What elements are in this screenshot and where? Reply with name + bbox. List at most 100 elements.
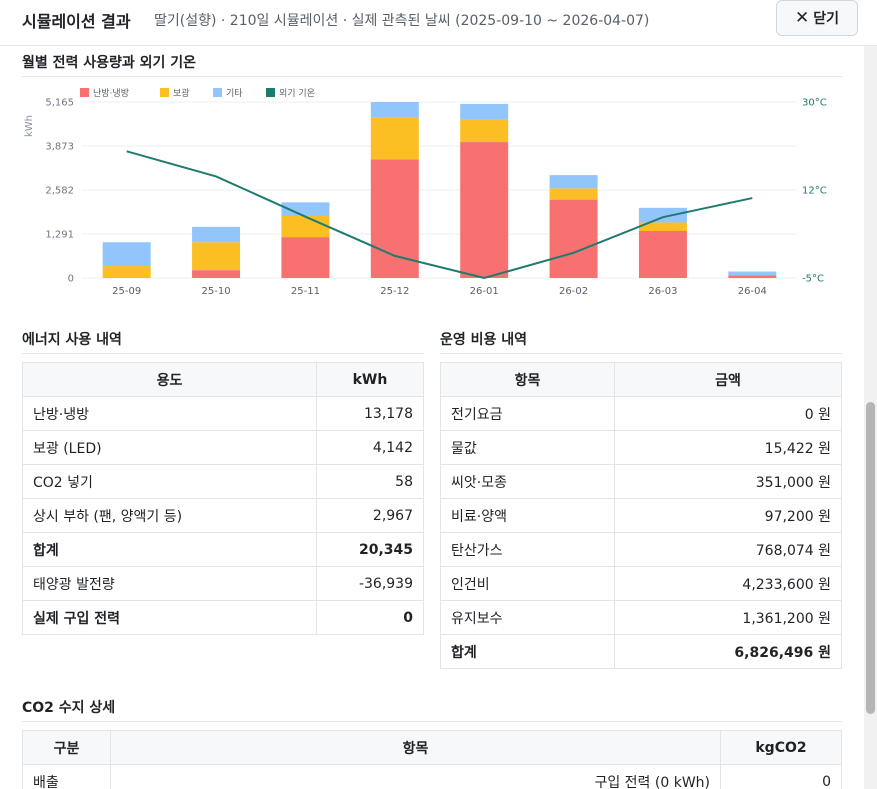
y2-tick-label: 30°C	[802, 98, 827, 109]
energy-row-value: -36,939	[316, 566, 424, 601]
x-tick-label: 26-03	[648, 286, 677, 297]
energy-total-row: 합계 20,345	[22, 532, 424, 567]
legend-swatch	[266, 88, 275, 97]
energy-col-usage: 용도	[22, 362, 317, 397]
energy-row-label: 실제 구입 전력	[22, 600, 317, 635]
energy-section-divider	[22, 353, 424, 354]
monthly-power-chart: 5,165 3,873 2,582 1,291 0 30°C 12°C -5°C kWh 25-0…	[24, 87, 827, 297]
cost-col-item: 항목	[440, 362, 615, 397]
cost-row-label: 비료·양액	[440, 498, 615, 533]
cost-row-label: 인건비	[440, 566, 615, 601]
bar-segment	[549, 199, 598, 278]
bar-segment	[281, 215, 330, 238]
cost-row-value: 4,233,600 원	[614, 566, 842, 601]
cost-col-amount: 금액	[614, 362, 842, 397]
co2-col-kgco2: kgCO2	[720, 730, 842, 765]
x-tick-label: 25-10	[202, 286, 231, 297]
bar-segment	[728, 271, 777, 276]
bar-segment	[460, 103, 509, 120]
energy-row-value: 4,142	[316, 430, 424, 465]
cost-table: 항목 금액 전기요금 0 원 물값 15,422 원 씨앗·모종 351,000 원 …	[440, 362, 842, 669]
table-row: 씨앗·모종 351,000 원	[440, 464, 842, 499]
co2-row-category: 배출	[22, 764, 111, 789]
chart-section-divider	[22, 76, 842, 77]
energy-table: 용도 kWh 난방·냉방 13,178 보광 (LED) 4,142 CO2 넣기 5…	[22, 362, 424, 635]
x-tick-label: 25-12	[380, 286, 409, 297]
cost-row-label: 물값	[440, 430, 615, 465]
results-header: 시뮬레이션 결과 딸기(설향) · 210일 시뮬레이션 · 실제 관측된 날씨…	[0, 0, 877, 46]
bar-segment	[192, 226, 241, 243]
bar-segment	[192, 270, 241, 278]
page-title: 시뮬레이션 결과	[22, 12, 131, 31]
cost-total-row: 합계 6,826,496 원	[440, 634, 842, 669]
co2-row-value: 0	[720, 764, 842, 789]
y-tick-label: 1,291	[45, 230, 74, 241]
table-row: 보광 (LED) 4,142	[22, 430, 424, 465]
legend-label: 기타	[226, 88, 243, 99]
cost-section-divider	[440, 353, 842, 354]
energy-row-label: 난방·냉방	[22, 396, 317, 431]
close-button[interactable]: ✕ 닫기	[776, 0, 858, 36]
table-row: 상시 부하 (팬, 양액기 등) 2,967	[22, 498, 424, 533]
scrollbar-thumb[interactable]	[866, 402, 875, 714]
cost-row-value: 15,422 원	[614, 430, 842, 465]
cost-row-label: 탄산가스	[440, 532, 615, 567]
x-tick-label: 25-11	[291, 286, 320, 297]
bar-segment	[370, 117, 419, 160]
bar-segment	[460, 142, 509, 278]
bar-segment	[638, 222, 687, 231]
energy-row-value: 58	[316, 464, 424, 499]
bar-segment	[460, 119, 509, 143]
energy-row-label: 상시 부하 (팬, 양액기 등)	[22, 498, 317, 533]
energy-row-label: 합계	[22, 532, 317, 567]
y2-tick-label: -5°C	[802, 274, 824, 285]
y-axis-label: kWh	[24, 115, 35, 137]
page-subtitle: 딸기(설향) · 210일 시뮬레이션 · 실제 관측된 날씨 (2025-09…	[154, 13, 650, 29]
legend-swatch	[160, 88, 169, 97]
energy-col-kwh: kWh	[316, 362, 424, 397]
cost-table-header: 항목 금액	[440, 362, 842, 397]
bar-segment	[370, 102, 419, 118]
energy-row-label: 태양광 발전량	[22, 566, 317, 601]
bar-segment	[549, 175, 598, 189]
energy-row-value: 20,345	[316, 532, 424, 567]
energy-section-title: 에너지 사용 내역	[22, 332, 122, 348]
bar-segment	[192, 242, 241, 271]
x-tick-label: 25-09	[112, 286, 141, 297]
cost-row-label: 전기요금	[440, 396, 615, 431]
y-tick-label: 0	[68, 274, 74, 285]
cost-row-label: 씨앗·모종	[440, 464, 615, 499]
bar-segment	[728, 275, 777, 278]
energy-row-label: 보광 (LED)	[22, 430, 317, 465]
bar-segment	[638, 207, 687, 223]
table-row: 태양광 발전량 -36,939	[22, 566, 424, 601]
energy-table-header: 용도 kWh	[22, 362, 424, 397]
x-tick-label: 26-04	[738, 286, 767, 297]
cost-row-label: 합계	[440, 634, 615, 669]
bar-segment	[549, 188, 598, 200]
chart-section-title: 월별 전력 사용량과 외기 기온	[22, 55, 197, 71]
table-row: 유지보수 1,361,200 원	[440, 600, 842, 635]
close-icon: ✕	[794, 8, 810, 28]
co2-row-item: 구입 전력 (0 kWh)	[110, 764, 721, 789]
y-tick-label: 3,873	[45, 142, 74, 153]
close-button-label: 닫기	[813, 11, 839, 27]
table-row: 탄산가스 768,074 원	[440, 532, 842, 567]
table-row: CO2 넣기 58	[22, 464, 424, 499]
co2-col-item: 항목	[110, 730, 721, 765]
y-tick-label: 5,165	[45, 98, 74, 109]
cost-row-value: 0 원	[614, 396, 842, 431]
co2-section-title: CO2 수지 상세	[22, 700, 116, 716]
legend-swatch	[80, 88, 89, 97]
co2-col-category: 구분	[22, 730, 111, 765]
bar-segment	[281, 202, 330, 216]
table-row: 전기요금 0 원	[440, 396, 842, 431]
bar-segment	[102, 266, 151, 278]
x-tick-label: 26-02	[559, 286, 588, 297]
co2-table: 구분 항목 kgCO2 배출 구입 전력 (0 kWh) 0	[22, 730, 842, 789]
table-row: 난방·냉방 13,178	[22, 396, 424, 431]
cost-row-value: 351,000 원	[614, 464, 842, 499]
energy-row-value: 13,178	[316, 396, 424, 431]
energy-row-label: CO2 넣기	[22, 464, 317, 499]
y-tick-label: 2,582	[45, 186, 74, 197]
